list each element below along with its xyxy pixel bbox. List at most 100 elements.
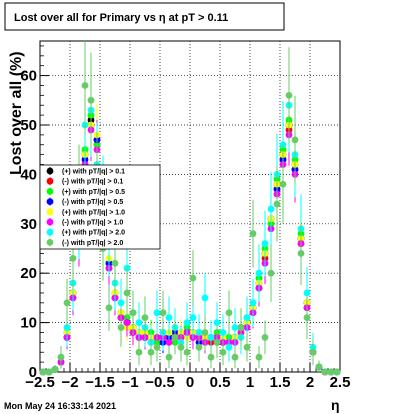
x-tick-label: −1.5: [85, 374, 115, 391]
data-point: [147, 348, 155, 356]
legend-marker: [46, 188, 54, 195]
data-point: [117, 299, 125, 307]
data-point: [129, 309, 137, 317]
data-point: [237, 324, 245, 331]
data-point: [135, 319, 143, 326]
data-point: [189, 274, 197, 282]
legend-box: [39, 164, 161, 250]
data-point: [261, 240, 269, 247]
data-point: [219, 348, 227, 356]
legend-label: (-) with pT/|q| > 0.5: [62, 199, 123, 206]
data-point: [153, 309, 161, 317]
y-axis-title: Lost over all (%): [8, 51, 25, 175]
data-point: [111, 259, 119, 267]
data-point: [159, 309, 167, 317]
legend-label: (+) with pT/|q| > 0.5: [62, 189, 125, 196]
footer-timestamp: Mon May 24 16:33:14 2021: [4, 401, 116, 411]
y-tick-label: 50: [20, 117, 37, 134]
x-tick-labels: −2.5 −2 −1.5 −1 −0.5 0 0.5 1 1.5 2 2.5: [25, 374, 350, 391]
data-point: [297, 250, 305, 257]
y-tick-label: 0: [29, 364, 37, 381]
x-tick-label: 1: [246, 374, 254, 391]
data-point: [195, 343, 203, 351]
data-point: [63, 299, 71, 307]
data-point: [171, 334, 179, 341]
data-point: [285, 91, 293, 99]
x-tick-label: 0.5: [210, 374, 231, 391]
data-point: [189, 314, 197, 322]
data-point: [333, 368, 341, 376]
y-tick-label: 60: [20, 68, 37, 85]
data-point: [105, 304, 113, 312]
data-point: [165, 353, 173, 361]
data-point: [255, 269, 263, 277]
legend-marker: [46, 218, 54, 226]
legend: (+) with pT/|q| > 0.1 (-) with pT/|q| > 0…: [39, 164, 161, 250]
legend-label: (-) with pT/|q| > 1.0: [62, 220, 123, 227]
chart-title: Lost over all for Primary vs η at pT > 0…: [14, 12, 228, 24]
data-point: [39, 368, 47, 376]
data-point: [249, 299, 257, 307]
data-point: [141, 314, 149, 322]
legend-marker: [46, 208, 54, 216]
x-tick-label: 2.5: [330, 374, 351, 391]
chart-title-box: [4, 2, 285, 31]
data-point: [87, 96, 95, 104]
data-point: [327, 368, 335, 376]
data-point: [243, 343, 251, 351]
legend-label: (-) with pT/|q| > 0.1: [62, 179, 123, 186]
data-point: [315, 363, 323, 371]
legend-marker: [46, 228, 54, 236]
data-point: [267, 269, 275, 277]
legend-marker: [46, 239, 54, 246]
data-point: [225, 343, 233, 351]
data-point: [165, 314, 173, 322]
data-point: [123, 319, 131, 326]
y-tick-label: 20: [20, 265, 37, 282]
x-tick-label: 2: [306, 374, 314, 391]
data-point: [231, 353, 239, 361]
data-point: [63, 324, 71, 331]
x-tick-label: 0: [186, 374, 194, 391]
data-point: [57, 353, 65, 361]
data-point: [195, 329, 203, 336]
x-axis-title: η: [331, 397, 340, 413]
data-point: [51, 366, 59, 373]
data-point: [303, 289, 311, 297]
data-point: [219, 329, 227, 336]
legend-marker: [46, 198, 54, 206]
x-tick-label: −1: [121, 374, 138, 391]
data-point: [273, 200, 281, 208]
data-point: [279, 180, 287, 188]
data-point: [303, 314, 311, 322]
data-point: [165, 338, 173, 346]
data-point: [213, 338, 221, 346]
data-point: [321, 368, 329, 376]
legend-label: (+) with pT/|q| > 0.1: [62, 169, 125, 176]
data-point: [267, 205, 275, 213]
data-point: [291, 136, 299, 144]
data-point: [69, 254, 77, 262]
legend-label: (-) with pT/|q| > 2.0: [62, 240, 123, 247]
data-point: [201, 329, 209, 336]
data-point: [117, 324, 125, 331]
data-point: [153, 343, 161, 351]
legend-marker: [46, 167, 54, 175]
y-tick-label: 40: [20, 166, 37, 183]
data-point: [261, 334, 269, 341]
data-point: [207, 353, 215, 361]
x-tick-label: 1.5: [270, 374, 291, 391]
legend-label: (+) with pT/|q| > 1.0: [62, 209, 125, 216]
data-point: [201, 294, 209, 302]
x-tick-label: −2.5: [25, 374, 55, 391]
data-point: [135, 348, 143, 356]
y-tick-labels: 0 10 20 30 40 50 60: [20, 68, 37, 381]
data-point: [225, 309, 233, 317]
legend-marker: [46, 177, 54, 185]
data-point: [177, 343, 185, 351]
x-tick-label: −2: [61, 374, 78, 391]
data-point: [81, 82, 89, 89]
data-point: [249, 230, 257, 238]
data-point: [309, 348, 317, 356]
